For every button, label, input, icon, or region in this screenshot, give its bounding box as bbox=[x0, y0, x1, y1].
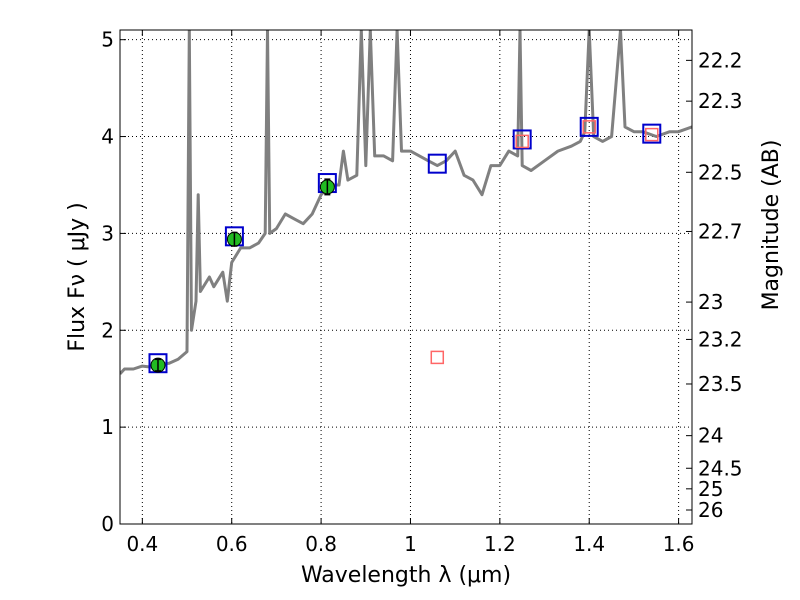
y2-tick-label: 25 bbox=[698, 477, 723, 501]
upper-band-point bbox=[645, 127, 659, 142]
y2-tick-label: 26 bbox=[698, 498, 723, 522]
y2-axis-label: Magnitude (AB) bbox=[759, 140, 784, 311]
x-tick-label: 0.8 bbox=[305, 532, 337, 556]
plot-background bbox=[120, 30, 692, 524]
plot-frame bbox=[119, 29, 693, 525]
y2-tick-label: 22.3 bbox=[698, 89, 743, 113]
y-tick-label: 0 bbox=[101, 512, 114, 536]
spectrum-line bbox=[120, 30, 692, 375]
y2-tick-label: 22.2 bbox=[698, 48, 743, 72]
y2-tick-label: 22.5 bbox=[698, 160, 743, 184]
y-tick-label: 5 bbox=[101, 28, 114, 52]
y-axis: 0 1 2 3 4 5 bbox=[101, 28, 126, 536]
y-tick-label: 2 bbox=[101, 318, 114, 342]
upper-band-point bbox=[582, 120, 596, 134]
upper-band-point bbox=[515, 134, 529, 149]
marker-layer bbox=[148, 116, 662, 374]
x-tick-label: 1 bbox=[404, 532, 417, 556]
y2-tick-label: 24 bbox=[698, 424, 723, 448]
spectrum-layer bbox=[120, 30, 692, 375]
y2-tick-label: 22.7 bbox=[698, 219, 743, 243]
x-tick-label: 1.6 bbox=[663, 532, 695, 556]
x-axis: 0.4 0.6 0.8 1 1.2 1.4 1.6 bbox=[126, 30, 695, 556]
x-tick-label: 1.4 bbox=[573, 532, 605, 556]
x-axis-label: Wavelength λ (μm) bbox=[301, 563, 511, 588]
x-tick-label: 0.6 bbox=[216, 532, 248, 556]
y-tick-label: 4 bbox=[101, 125, 114, 149]
model-photometry-point bbox=[427, 153, 447, 174]
x-tick-label: 0.4 bbox=[126, 532, 158, 556]
y2-tick-label: 23.5 bbox=[698, 372, 743, 396]
y2-tick-label: 23 bbox=[698, 290, 723, 314]
model-photometry-point bbox=[579, 116, 599, 137]
y2-tick-label: 24.5 bbox=[698, 456, 743, 480]
x-tick-label: 1.2 bbox=[484, 532, 516, 556]
model-photometry-point bbox=[642, 123, 662, 144]
y-tick-label: 3 bbox=[101, 221, 114, 245]
upper-band-point bbox=[430, 350, 445, 365]
y2-tick-label: 23.2 bbox=[698, 327, 743, 351]
model-photometry-point bbox=[512, 129, 532, 150]
y-tick-label: 1 bbox=[101, 415, 114, 439]
y-axis-label: Flux Fν ( μJy ) bbox=[65, 202, 90, 351]
